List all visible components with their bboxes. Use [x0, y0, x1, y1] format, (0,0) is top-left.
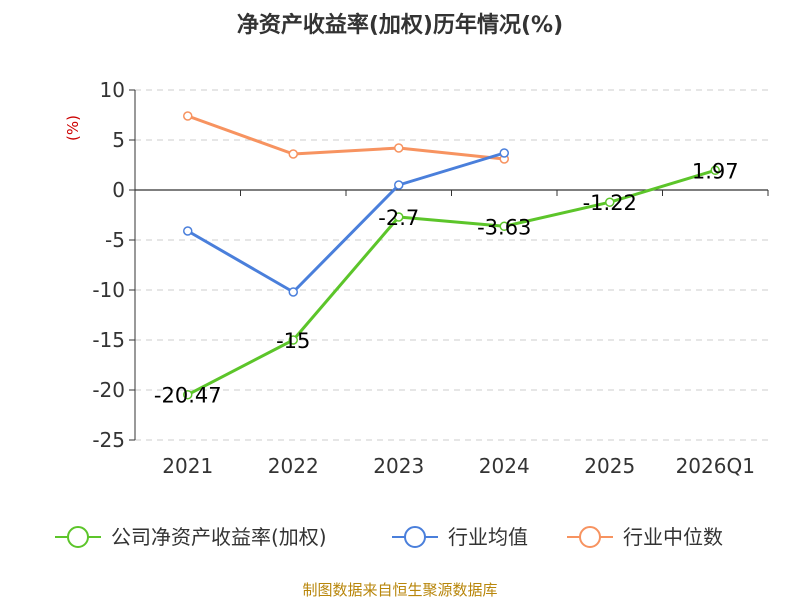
data-label: 1.97	[692, 159, 739, 183]
data-point-series-1	[184, 227, 192, 235]
x-tick-label: 2021	[162, 454, 213, 478]
data-point-series-1	[395, 181, 403, 189]
x-tick-label: 2023	[373, 454, 424, 478]
legend-label: 行业中位数	[623, 525, 723, 549]
legend-label: 行业均值	[448, 525, 528, 549]
chart-title: 净资产收益率(加权)历年情况(%)	[237, 12, 563, 38]
legend: 公司净资产收益率(加权) 行业均值 行业中位数	[55, 525, 723, 549]
y-tick-label: 0	[112, 178, 125, 202]
y-tick-label: -20	[92, 378, 125, 402]
legend-swatch-marker	[68, 527, 88, 547]
y-tick-label: 10	[100, 78, 125, 102]
data-point-series-2	[395, 144, 403, 152]
x-tick-label: 2026Q1	[676, 454, 755, 478]
data-label: -2.7	[378, 206, 419, 230]
data-label: -1.22	[583, 191, 637, 215]
x-tick-label: 2022	[268, 454, 319, 478]
y-tick-label: -15	[92, 328, 125, 352]
series-line-2	[188, 116, 505, 159]
y-tick-label: 5	[112, 128, 125, 152]
y-tick-label: -10	[92, 278, 125, 302]
source-note: 制图数据来自恒生聚源数据库	[302, 581, 497, 599]
y-tick-label: -5	[105, 228, 125, 252]
data-point-series-1	[500, 149, 508, 157]
chart: 净资产收益率(加权)历年情况(%) (%) 10 5 0 -5 -10 -15 -20 -25…	[0, 0, 800, 600]
data-point-series-2	[184, 112, 192, 120]
data-point-series-2	[289, 150, 297, 158]
x-tick-label: 2024	[479, 454, 530, 478]
data-label: -15	[276, 329, 310, 353]
data-labels: -20.47 -15 -2.7 -3.63 -1.22 1.97	[154, 159, 739, 407]
axes: 10 5 0 -5 -10 -15 -20 -25 2021 2022 2023 2024 2025 20…	[92, 78, 768, 478]
gridlines	[135, 90, 768, 440]
x-tick-label: 2025	[584, 454, 635, 478]
data-label: -3.63	[477, 215, 531, 239]
y-axis-unit: (%)	[64, 115, 82, 141]
series-lines	[184, 112, 720, 399]
legend-label: 公司净资产收益率(加权)	[111, 525, 327, 549]
legend-swatch-marker	[405, 527, 425, 547]
y-tick-label: -25	[92, 428, 125, 452]
data-point-series-1	[289, 288, 297, 296]
legend-swatch-marker	[580, 527, 600, 547]
data-label: -20.47	[154, 384, 222, 408]
